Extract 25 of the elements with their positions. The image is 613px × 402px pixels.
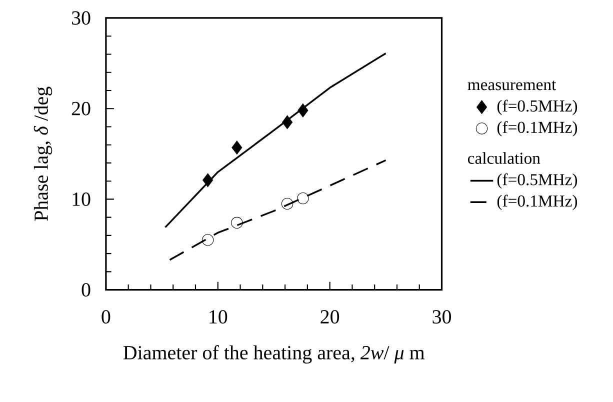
point (202, 234, 214, 246)
x-axis-title: Diameter of the heating area, 2w/ μ m (123, 344, 425, 364)
y-tick-label: 20 (72, 102, 90, 116)
legend-label: (f=0.5MHz) (497, 99, 578, 115)
y-tick-label: 10 (72, 192, 90, 206)
legend-label: (f=0.1MHz) (497, 120, 578, 136)
text: calculation (468, 152, 540, 164)
y-tick-label: 30 (72, 11, 90, 25)
point (297, 192, 309, 204)
x-tick-label: 30 (432, 310, 451, 324)
point (281, 198, 294, 210)
line-series (164, 52, 387, 228)
y-axis-title: Phase lag, δ /deg (34, 86, 52, 221)
legend-label: (f=0.1MHz) (497, 194, 578, 210)
point (231, 216, 243, 228)
point (298, 103, 308, 118)
point (282, 115, 293, 129)
y-tick-label: 0 (82, 282, 90, 296)
x-tick-label: 20 (320, 310, 340, 324)
legend-label: (f=0.5MHz) (497, 173, 578, 188)
point (232, 140, 242, 154)
x-tick-label: 10 (210, 310, 228, 324)
point (202, 173, 214, 187)
x-tick-label: 0 (102, 310, 110, 324)
legend-title: measurement (468, 80, 556, 90)
